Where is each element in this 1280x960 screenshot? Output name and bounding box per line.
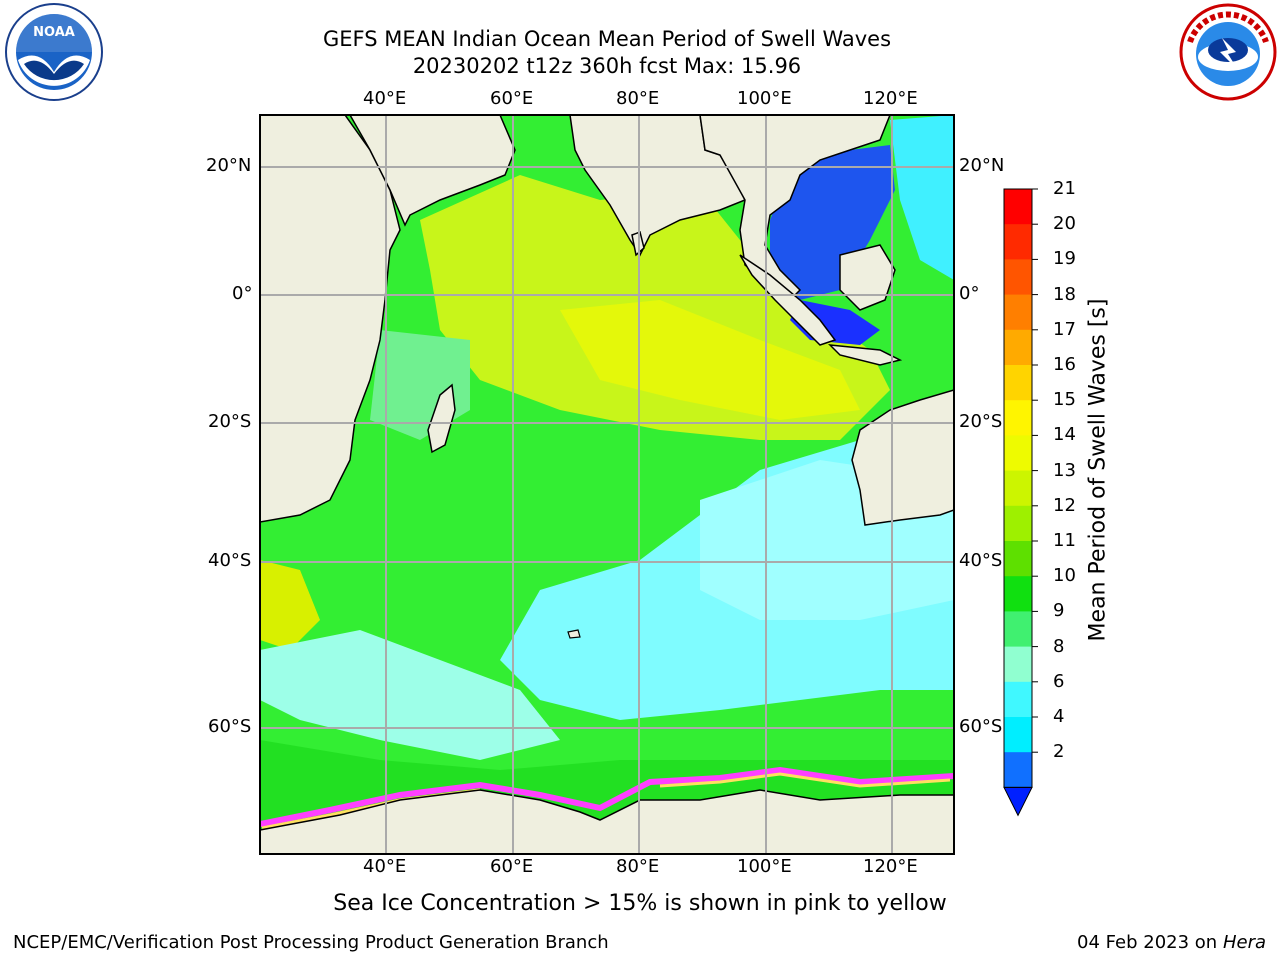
colorbar-label-18: 18: [1053, 283, 1076, 305]
colorbar-label-13: 13: [1053, 459, 1076, 481]
lon-label-bottom-120e: 120°E: [863, 856, 918, 877]
colorbar-label-4: 4: [1053, 706, 1065, 727]
lon-label-bottom-100e: 100°E: [737, 856, 792, 877]
lon-label-bottom-40e: 40°E: [363, 856, 407, 877]
colorbar-swatch-10: [1004, 576, 1032, 612]
colorbar-swatch-2: [1004, 752, 1032, 788]
land-arabia: [349, 115, 516, 227]
lon-label-top-120e: 120°E: [863, 88, 918, 109]
colorbar-swatch-15: [1004, 400, 1032, 436]
colorbar-label-14: 14: [1053, 424, 1076, 446]
colorbar-label-10: 10: [1053, 565, 1076, 587]
footer-date-text: 04 Feb 2023 on: [1077, 932, 1218, 953]
footer-host: Hera: [1222, 932, 1266, 953]
lon-label-top-80e: 80°E: [616, 88, 660, 109]
lat-label-left-20s: 20°S: [208, 411, 252, 432]
lat-label-left-0: 0°: [232, 283, 253, 304]
footer-credit: NCEP/EMC/Verification Post Processing Pr…: [13, 932, 609, 953]
graticule: [260, 115, 954, 854]
lat-label-left-60s: 60°S: [208, 716, 252, 737]
land-southeast-asia: [699, 115, 891, 301]
swell-zone-blue-southchinasea: [770, 145, 895, 300]
lat-label-left-20n: 20°N: [206, 155, 252, 176]
land-antarctica: [260, 789, 954, 854]
lon-label-top-40e: 40°E: [363, 88, 407, 109]
colorbar-swatch-19: [1004, 259, 1032, 296]
sea-ice-edge: [260, 766, 954, 827]
colorbar-swatch-8: [1004, 646, 1032, 683]
colorbar-label-16: 16: [1053, 354, 1076, 375]
lat-label-right-0: 0°: [959, 283, 980, 304]
land-madagascar: [427, 383, 456, 454]
colorbar-label-2: 2: [1053, 741, 1065, 763]
colorbar-label-17: 17: [1053, 318, 1076, 340]
lat-label-right-20n: 20°N: [959, 155, 1005, 176]
colorbar-swatch-17: [1004, 329, 1032, 366]
swell-zone-yellow-west: [260, 560, 320, 650]
colorbar-label-20: 20: [1053, 213, 1076, 235]
lat-label-right-60s: 60°S: [959, 716, 1003, 737]
land-borneo: [839, 244, 896, 311]
lat-label-left-40s: 40°S: [208, 550, 252, 571]
lon-label-bottom-60e: 60°E: [490, 856, 534, 877]
colorbar-swatch-16: [1004, 365, 1032, 401]
colorbar-title: Mean Period of Swell Waves [s]: [1085, 298, 1111, 642]
colorbar-swatch-20: [1004, 224, 1032, 260]
lon-label-top-100e: 100°E: [737, 88, 792, 109]
colorbar-swatch-6: [1004, 681, 1032, 718]
colorbar-swatch-18: [1004, 294, 1032, 331]
colorbar-swatch-4: [1004, 717, 1032, 753]
swell-zone-yellow-center: [560, 300, 860, 420]
colorbar-under-extension: [1003, 786, 1033, 817]
colorbar-swatch-9: [1004, 611, 1032, 648]
map-frame: [259, 114, 955, 855]
colorbar-swatch-12: [1004, 505, 1032, 542]
colorbar-label-6: 6: [1053, 670, 1065, 692]
colorbar-swatch-13: [1004, 470, 1032, 507]
lon-label-top-60e: 60°E: [490, 88, 534, 109]
land-java: [827, 344, 903, 366]
colorbar-label-21: 21: [1053, 178, 1076, 199]
colorbar-label-9: 9: [1053, 600, 1065, 622]
footer-date: 04 Feb 2023 on Hera: [1077, 932, 1266, 953]
land-kerguelen: [567, 629, 581, 639]
chart-title-line2: 20230202 t12z 360h fcst Max: 15.96: [412, 54, 802, 78]
swell-zone-cyan-pacific: [890, 115, 954, 280]
lat-label-right-20s: 20°S: [959, 411, 1003, 432]
colorbar-label-15: 15: [1053, 389, 1076, 411]
colorbar-swatch-21: [1004, 189, 1032, 225]
colorbar-label-12: 12: [1053, 494, 1076, 516]
chart-title-line1: GEFS MEAN Indian Ocean Mean Period of Sw…: [322, 27, 892, 51]
colorbar-label-8: 8: [1053, 635, 1065, 657]
sea-ice-note: Sea Ice Concentration > 15% is shown in …: [333, 891, 947, 916]
map-area: [260, 115, 954, 854]
lon-label-bottom-80e: 80°E: [616, 856, 660, 877]
colorbar-label-11: 11: [1053, 530, 1076, 551]
noaa-logo-text: NOAA: [33, 25, 75, 40]
colorbar-swatch-11: [1004, 541, 1032, 577]
lat-label-right-40s: 40°S: [959, 550, 1003, 571]
land-sumatra: [739, 254, 837, 346]
noaa-logo: NOAA: [5, 3, 103, 101]
colorbar: [1003, 188, 1038, 817]
colorbar-label-19: 19: [1053, 248, 1076, 270]
nws-logo: [1179, 3, 1277, 101]
colorbar-swatch-14: [1004, 435, 1032, 472]
colorbar-frame: [1003, 188, 1033, 788]
